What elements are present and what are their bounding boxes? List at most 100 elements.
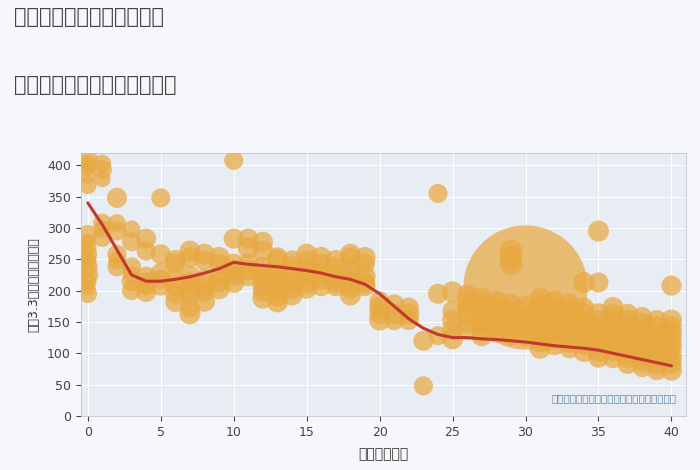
- Point: [141, 282, 152, 290]
- Point: [636, 320, 648, 327]
- Point: [214, 260, 225, 267]
- Point: [651, 360, 662, 368]
- Point: [520, 304, 531, 311]
- Point: [593, 310, 604, 318]
- Point: [389, 316, 400, 324]
- Point: [461, 291, 472, 299]
- Point: [666, 348, 677, 355]
- Point: [374, 316, 385, 324]
- Point: [520, 320, 531, 327]
- Point: [651, 329, 662, 337]
- Point: [593, 341, 604, 349]
- Point: [389, 310, 400, 318]
- Point: [578, 348, 589, 355]
- Point: [666, 354, 677, 361]
- Point: [666, 322, 677, 330]
- Point: [505, 332, 517, 339]
- Point: [286, 291, 297, 299]
- Point: [286, 257, 297, 264]
- Point: [330, 263, 342, 271]
- X-axis label: 築年数（年）: 築年数（年）: [358, 447, 408, 461]
- Point: [155, 275, 167, 283]
- Point: [126, 287, 137, 294]
- Point: [505, 326, 517, 333]
- Point: [82, 164, 93, 172]
- Point: [505, 313, 517, 321]
- Point: [520, 313, 531, 321]
- Point: [476, 301, 487, 308]
- Point: [549, 322, 560, 330]
- Point: [636, 363, 648, 371]
- Point: [316, 254, 327, 261]
- Point: [535, 294, 546, 302]
- Text: 神奈川県横浜市中区長者町: 神奈川県横浜市中区長者町: [14, 7, 164, 27]
- Point: [651, 316, 662, 324]
- Point: [608, 304, 619, 311]
- Point: [578, 329, 589, 337]
- Point: [535, 313, 546, 321]
- Point: [374, 304, 385, 311]
- Point: [505, 307, 517, 314]
- Point: [549, 310, 560, 318]
- Point: [447, 335, 458, 343]
- Point: [97, 160, 108, 167]
- Point: [243, 266, 254, 274]
- Point: [666, 360, 677, 368]
- Point: [593, 316, 604, 324]
- Point: [97, 234, 108, 241]
- Point: [636, 313, 648, 321]
- Point: [243, 273, 254, 280]
- Point: [636, 326, 648, 333]
- Point: [564, 313, 575, 321]
- Point: [651, 341, 662, 349]
- Point: [330, 282, 342, 290]
- Point: [564, 332, 575, 339]
- Point: [126, 263, 137, 271]
- Point: [578, 316, 589, 324]
- Point: [169, 260, 181, 267]
- Point: [258, 288, 269, 296]
- Point: [272, 279, 283, 286]
- Point: [301, 285, 312, 292]
- Point: [258, 238, 269, 245]
- Point: [228, 266, 239, 274]
- Point: [169, 290, 181, 298]
- Point: [111, 194, 122, 202]
- Point: [184, 279, 195, 286]
- Point: [622, 310, 634, 318]
- Point: [243, 235, 254, 243]
- Point: [651, 322, 662, 330]
- Point: [169, 298, 181, 306]
- Point: [403, 316, 414, 324]
- Point: [272, 287, 283, 294]
- Point: [199, 282, 210, 290]
- Point: [330, 273, 342, 280]
- Point: [258, 269, 269, 277]
- Point: [301, 279, 312, 286]
- Point: [345, 273, 356, 280]
- Point: [461, 310, 472, 318]
- Point: [564, 320, 575, 327]
- Point: [418, 337, 429, 345]
- Point: [535, 320, 546, 327]
- Point: [272, 298, 283, 306]
- Point: [433, 190, 444, 197]
- Point: [111, 257, 122, 264]
- Point: [155, 194, 167, 202]
- Point: [345, 279, 356, 286]
- Point: [491, 316, 502, 324]
- Point: [374, 298, 385, 305]
- Point: [593, 329, 604, 337]
- Point: [578, 310, 589, 318]
- Point: [578, 304, 589, 311]
- Point: [447, 326, 458, 333]
- Point: [316, 282, 327, 290]
- Point: [228, 235, 239, 243]
- Point: [651, 367, 662, 374]
- Point: [578, 335, 589, 343]
- Point: [403, 304, 414, 311]
- Point: [622, 348, 634, 355]
- Point: [258, 294, 269, 302]
- Point: [622, 354, 634, 361]
- Point: [141, 288, 152, 296]
